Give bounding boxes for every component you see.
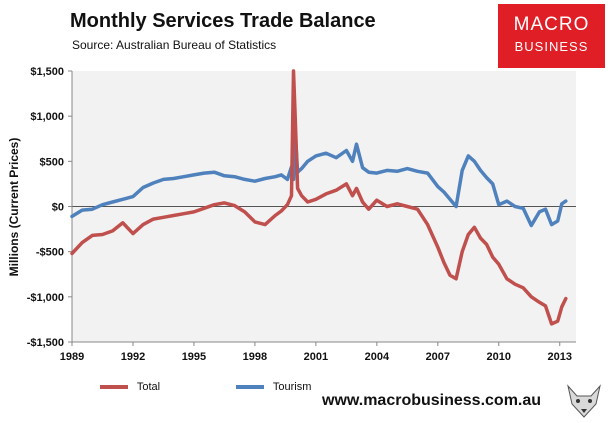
x-tick-label: 2010 (487, 351, 511, 363)
legend-item-tourism: Tourism (236, 381, 311, 393)
y-tick-label: $1,500 (30, 66, 64, 78)
y-tick-label: $1,000 (30, 111, 64, 123)
x-tick-label: 2001 (304, 351, 328, 363)
chart-subtitle: Source: Australian Bureau of Statistics (72, 38, 277, 52)
logo-line-1: MACRO (513, 14, 590, 35)
y-tick-label: -$1,500 (27, 337, 64, 349)
y-tick-label: -$500 (36, 247, 64, 259)
series-line-tourism (70, 134, 568, 228)
legend-label-total: Total (136, 381, 161, 393)
x-tick-label: 2007 (426, 351, 450, 363)
x-tick-label: 1998 (243, 351, 267, 363)
logo-line-2: BUSINESS (514, 39, 589, 54)
y-tick-label: $500 (40, 156, 64, 168)
legend-item-total: Total (100, 381, 160, 393)
wolf-logo-icon (567, 384, 601, 418)
x-tick-label: 2004 (365, 351, 390, 363)
y-tick-label: $0 (52, 202, 64, 214)
x-tick-label: 2013 (547, 351, 571, 363)
y-tick-label: -$1,000 (27, 292, 64, 304)
website-url: www.macrobusiness.com.au (322, 392, 542, 409)
x-tick-label: 1992 (121, 351, 145, 363)
legend-swatch-tourism (236, 385, 264, 390)
chart-title: Monthly Services Trade Balance (70, 10, 376, 32)
macrobusiness-logo: MACRO BUSINESS (498, 4, 605, 68)
legend-label-tourism: Tourism (272, 381, 312, 393)
x-tick-label: 1989 (60, 351, 84, 363)
x-tick-label: 1995 (182, 351, 206, 363)
series-line-total (70, 69, 568, 326)
legend-swatch-total (100, 385, 128, 390)
